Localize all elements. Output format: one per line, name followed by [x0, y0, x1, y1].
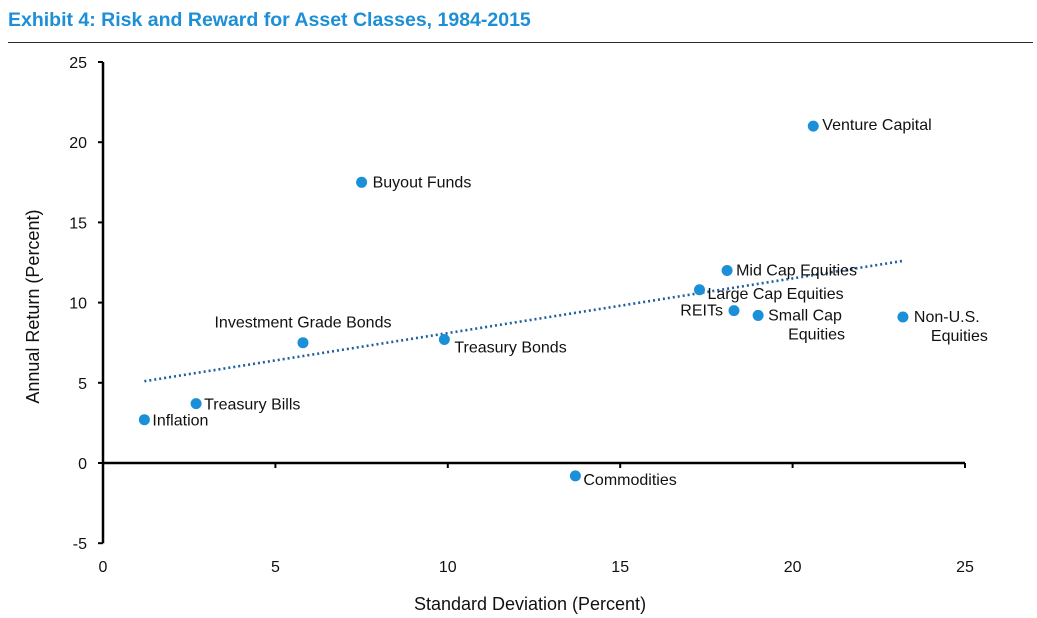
x-tick-label: 10 — [439, 559, 457, 576]
y-tick-label: -5 — [73, 536, 87, 553]
point-label-buyout-funds: Buyout Funds — [373, 174, 472, 191]
point-label-non-u-s-equities: Non-U.S. Equities — [914, 309, 988, 345]
x-tick-label: 5 — [271, 559, 280, 576]
y-tick-label: 20 — [69, 135, 87, 152]
x-axis-title: Standard Deviation (Percent) — [414, 594, 646, 614]
x-tick-label: 20 — [784, 559, 802, 576]
y-tick-label: 0 — [78, 456, 87, 473]
y-tick-label: 15 — [69, 215, 87, 232]
point-commodities — [569, 470, 581, 482]
point-mid-cap-equities — [721, 265, 733, 277]
point-treasury-bonds — [438, 333, 450, 345]
x-tick-label: 0 — [99, 559, 108, 576]
point-label-treasury-bonds: Treasury Bonds — [454, 339, 566, 356]
point-treasury-bills — [190, 398, 202, 410]
point-non-u-s-equities — [897, 311, 909, 323]
point-label-inflation: Inflation — [152, 413, 208, 430]
point-label-treasury-bills: Treasury Bills — [204, 397, 300, 414]
point-label-small-cap-equities: Small Cap Equities — [768, 307, 845, 343]
x-tick-label: 15 — [611, 559, 629, 576]
point-reits — [728, 305, 740, 317]
chart-title: Exhibit 4: Risk and Reward for Asset Cla… — [8, 9, 531, 31]
point-buyout-funds — [356, 176, 368, 188]
y-tick-label: 10 — [69, 296, 87, 313]
y-tick-label: 25 — [69, 55, 87, 72]
point-investment-grade-bonds — [297, 337, 309, 349]
point-label-investment-grade-bonds: Investment Grade Bonds — [214, 315, 391, 332]
y-axis-title: Annual Return (Percent) — [23, 210, 43, 404]
trendline — [144, 259, 904, 383]
point-label-large-cap-equities: Large Cap Equities — [708, 286, 844, 303]
point-label-reits: REITs — [680, 303, 723, 320]
chart-header: Exhibit 4: Risk and Reward for Asset Cla… — [8, 6, 1033, 43]
x-tick-label: 25 — [956, 559, 974, 576]
point-inflation — [138, 414, 150, 426]
point-small-cap-equities — [752, 309, 764, 321]
point-venture-capital — [807, 120, 819, 132]
point-large-cap-equities — [694, 284, 706, 296]
point-label-mid-cap-equities: Mid Cap Equities — [736, 263, 857, 280]
point-label-venture-capital: Venture Capital — [822, 117, 931, 134]
y-tick-label: 5 — [78, 376, 87, 393]
point-label-commodities: Commodities — [583, 472, 676, 489]
